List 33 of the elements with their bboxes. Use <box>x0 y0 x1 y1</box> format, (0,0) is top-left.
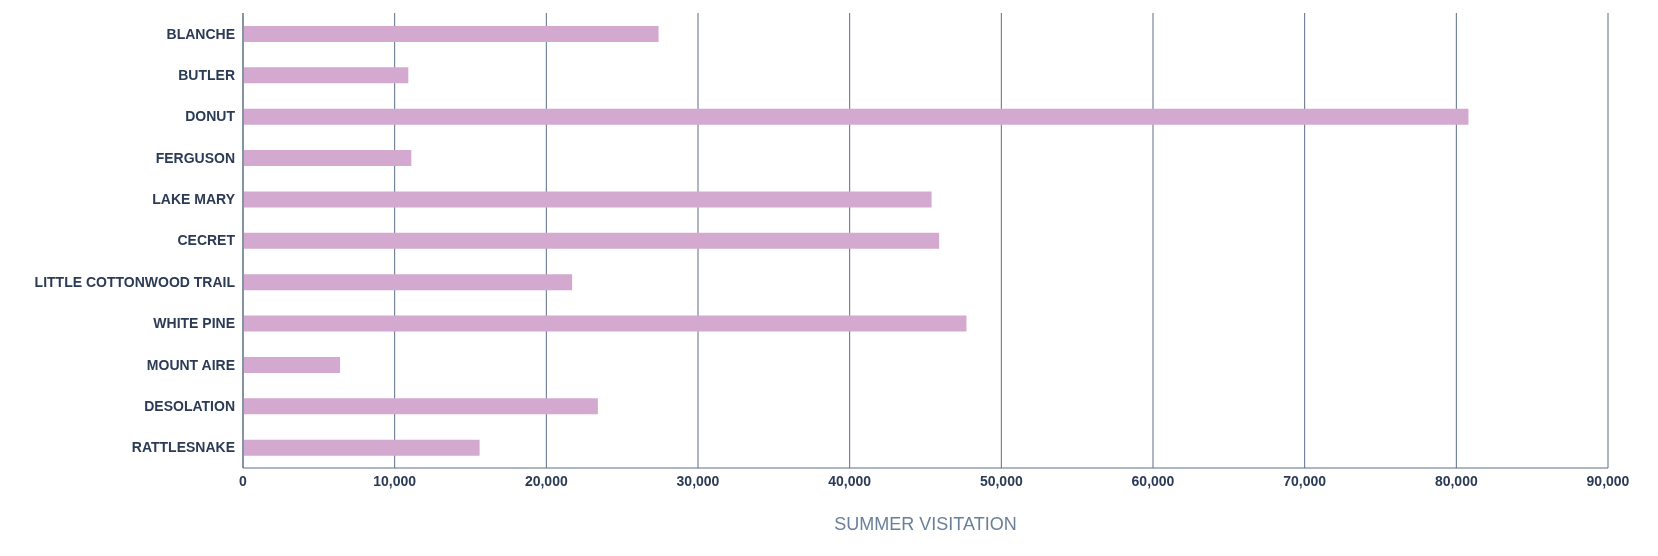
y-tick-label: DESOLATION <box>144 397 235 414</box>
y-tick-label: CECRET <box>177 232 236 249</box>
x-tick-label: 70,000 <box>1283 472 1327 489</box>
x-tick-label: 50,000 <box>979 472 1023 489</box>
y-tick-label: FERGUSON <box>155 149 235 166</box>
bar <box>243 274 573 291</box>
x-tick-label: 0 <box>239 472 248 489</box>
bar <box>243 232 940 249</box>
x-tick-label: 60,000 <box>1131 472 1175 489</box>
y-tick-label: BLANCHE <box>166 25 235 42</box>
bar <box>243 439 480 456</box>
x-tick-label: 40,000 <box>828 472 872 489</box>
y-tick-label: RATTLESNAKE <box>131 439 235 456</box>
bar <box>243 67 409 84</box>
x-axis-title: SUMMER VISITATION <box>834 514 1017 534</box>
bar <box>243 150 412 167</box>
x-tick-label: 90,000 <box>1586 472 1630 489</box>
bar <box>243 191 932 208</box>
y-tick-label: MOUNT AIRE <box>146 356 235 373</box>
y-tick-label: LITTLE COTTONWOOD TRAIL <box>34 273 236 290</box>
x-tick-label: 30,000 <box>676 472 720 489</box>
y-tick-label: LAKE MARY <box>152 191 236 208</box>
bar <box>243 315 967 332</box>
x-tick-label: 10,000 <box>373 472 417 489</box>
bar <box>243 398 598 415</box>
x-tick-label: 80,000 <box>1434 472 1478 489</box>
y-tick-label: WHITE PINE <box>153 315 235 332</box>
bar <box>243 356 341 373</box>
y-tick-label: BUTLER <box>178 67 235 84</box>
bar <box>243 108 1469 125</box>
y-tick-label: DONUT <box>185 108 236 125</box>
x-tick-label: 20,000 <box>524 472 568 489</box>
bar <box>243 26 659 42</box>
